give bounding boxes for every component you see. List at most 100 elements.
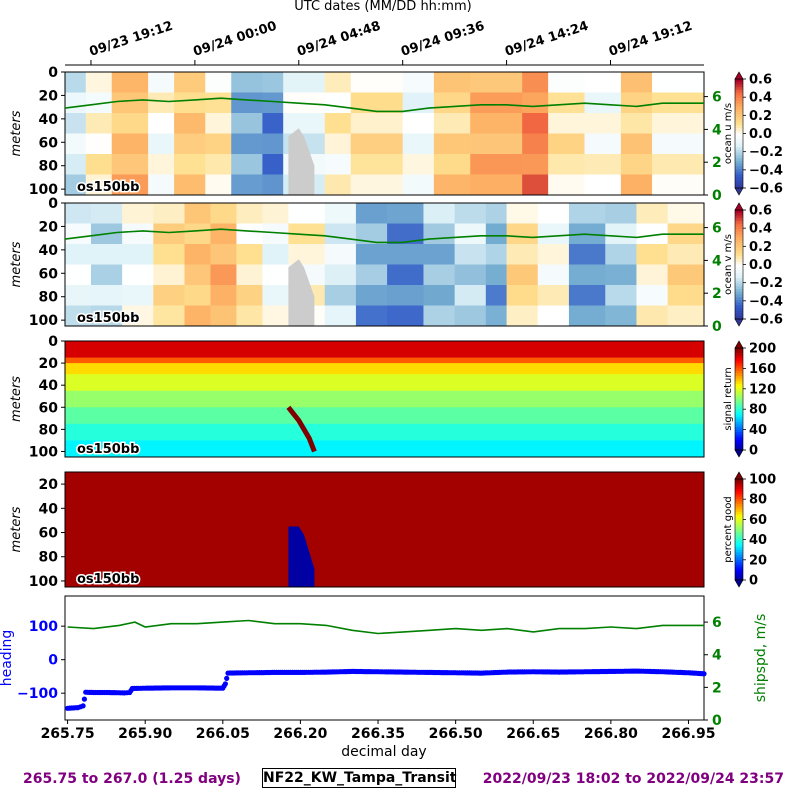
colorbar-segment <box>735 89 743 94</box>
velocity-cell <box>387 244 424 265</box>
colorbar-segment <box>735 133 743 137</box>
colorbar-segment <box>735 168 743 173</box>
colorbar-2: 0.6 0.4 0.2 0.0 −0.2 −0.4 −0.6 ocean v m/s <box>723 202 783 328</box>
heading-series <box>65 668 707 711</box>
velocity-cell <box>262 154 284 175</box>
velocity-cell <box>506 264 539 286</box>
signal-layer <box>65 374 704 392</box>
colorbar-segment <box>735 526 743 530</box>
velocity-cell <box>470 72 523 93</box>
colorbar-segment <box>735 79 743 83</box>
y-tick-label: 20 <box>39 219 59 235</box>
colorbar-segment <box>735 275 743 279</box>
velocity-cell <box>387 264 424 286</box>
colorbar-segment <box>735 291 743 295</box>
colorbar-segment <box>735 84 743 88</box>
colorbar-segment <box>735 529 743 533</box>
velocity-cell <box>620 174 653 196</box>
velocity-cell <box>355 223 388 245</box>
y-tick-label: 20 <box>39 477 59 493</box>
colorbar-segment <box>735 416 743 420</box>
colorbar-segment <box>735 393 743 397</box>
x-tick-label: 266.50 <box>429 726 483 742</box>
velocity-cell <box>85 72 113 93</box>
velocity-cell <box>537 285 570 306</box>
velocity-cell <box>65 203 92 224</box>
colorbar-segment <box>735 376 743 380</box>
colorbar-extend-max <box>734 471 744 480</box>
velocity-cell <box>174 92 206 114</box>
right-axis-tick-label: 4 <box>712 648 722 664</box>
velocity-cell <box>667 285 705 306</box>
velocity-cell <box>355 305 388 327</box>
colorbar-tick-label: 20 <box>749 553 767 568</box>
velocity-cell <box>231 113 263 134</box>
velocity-cell <box>262 264 289 286</box>
colorbar-segment <box>735 179 743 184</box>
panel-frame <box>64 71 705 196</box>
velocity-cell <box>620 133 653 155</box>
missing-data-region <box>288 128 315 195</box>
colorbar-segment <box>735 564 743 568</box>
colorbar-segment <box>735 547 743 551</box>
velocity-cell <box>522 174 549 196</box>
colorbar-tick-label: 40 <box>749 533 767 548</box>
colorbar-segment <box>735 444 743 448</box>
velocity-cell <box>454 244 487 265</box>
velocity-cell <box>324 92 352 114</box>
top-axis-tick-label: 09/24 19:12 <box>607 19 694 60</box>
colorbar-frame <box>734 478 744 581</box>
velocity-cell <box>122 223 154 245</box>
y-tick-label: 40 <box>39 243 59 259</box>
colorbar-tick-label: −0.4 <box>749 294 783 309</box>
velocity-cell <box>184 203 211 224</box>
colorbar-segment <box>735 386 743 390</box>
colorbar-segment <box>735 106 743 110</box>
velocity-cell <box>350 174 404 196</box>
colorbar-segment <box>735 239 743 244</box>
colorbar-segment <box>735 388 743 392</box>
velocity-cell <box>283 72 326 93</box>
colorbar-extend-min <box>734 449 744 458</box>
velocity-cell <box>90 285 123 306</box>
velocity-cell <box>350 113 404 134</box>
colorbar-segment <box>735 484 743 488</box>
velocity-cell <box>537 264 570 286</box>
velocity-cell <box>433 133 471 155</box>
x-axis-label: decimal day <box>341 744 426 760</box>
right-axis-tick-label: 6 <box>712 90 722 106</box>
right-axis-tick-label: 0 <box>712 319 722 335</box>
colorbar-segment <box>735 360 743 364</box>
velocity-cell <box>350 72 404 93</box>
top-axis-tick-label: 09/24 04:48 <box>295 19 382 60</box>
colorbar-segment <box>735 355 743 359</box>
heading-point <box>81 696 87 702</box>
velocity-cell <box>350 154 404 175</box>
colorbar-segment <box>735 506 743 510</box>
velocity-cell <box>236 203 263 224</box>
colorbar-extend-max <box>734 71 744 80</box>
colorbar-segment <box>735 514 743 518</box>
colorbar-tick-label: 0.4 <box>749 91 772 106</box>
colorbar-segment <box>735 363 743 367</box>
velocity-cell <box>355 203 388 224</box>
velocity-cell <box>210 244 237 265</box>
colorbar-tick-label: 40 <box>749 423 767 438</box>
colorbar-segment <box>735 261 743 265</box>
velocity-cell <box>454 285 487 306</box>
colorbar-label: percent good <box>723 496 734 562</box>
velocity-cell <box>470 154 523 175</box>
velocity-cell <box>65 305 92 327</box>
velocity-cell <box>210 285 237 306</box>
colorbar-segment <box>735 519 743 523</box>
x-tick-label: 265.90 <box>118 726 172 742</box>
velocity-cell <box>355 244 388 265</box>
colorbar-segment <box>735 215 743 219</box>
velocity-cell <box>485 244 508 265</box>
velocity-cell <box>506 223 539 245</box>
velocity-cell <box>537 305 570 327</box>
velocity-cell <box>262 113 284 134</box>
